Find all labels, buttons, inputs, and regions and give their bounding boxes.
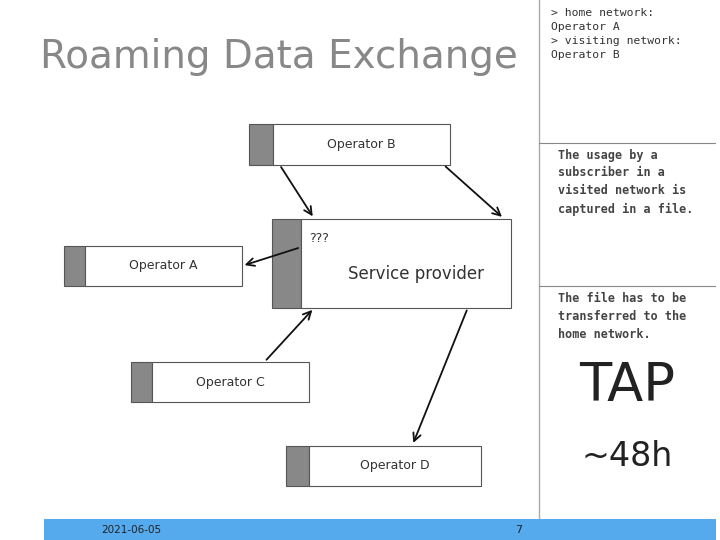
Text: 2021-06-05: 2021-06-05 — [101, 525, 161, 535]
Bar — [131, 362, 153, 402]
Bar — [286, 446, 309, 486]
Text: ~48h: ~48h — [582, 440, 673, 473]
Text: Operator C: Operator C — [197, 375, 265, 389]
Text: Operator B: Operator B — [327, 138, 396, 151]
Text: > home network:
Operator A
> visiting network:
Operator B: > home network: Operator A > visiting ne… — [551, 8, 682, 60]
Text: Roaming Data Exchange: Roaming Data Exchange — [40, 38, 518, 76]
Bar — [273, 124, 450, 165]
Text: Operator A: Operator A — [130, 259, 198, 273]
Text: The usage by a
subscriber in a
visited network is
captured in a file.: The usage by a subscriber in a visited n… — [558, 148, 693, 215]
Bar — [539, 0, 716, 518]
Text: Operator D: Operator D — [360, 459, 430, 472]
Bar — [248, 124, 273, 165]
Bar — [272, 219, 301, 308]
Text: The file has to be
transferred to the
home network.: The file has to be transferred to the ho… — [558, 292, 686, 341]
Text: 7: 7 — [516, 525, 523, 535]
Bar — [301, 219, 510, 308]
Bar — [85, 246, 242, 286]
Bar — [153, 362, 309, 402]
Bar — [44, 519, 716, 540]
Bar — [64, 246, 85, 286]
Text: ???: ??? — [309, 232, 329, 245]
Text: TAP: TAP — [580, 360, 675, 412]
Text: Service provider: Service provider — [348, 265, 485, 283]
Bar — [309, 446, 480, 486]
